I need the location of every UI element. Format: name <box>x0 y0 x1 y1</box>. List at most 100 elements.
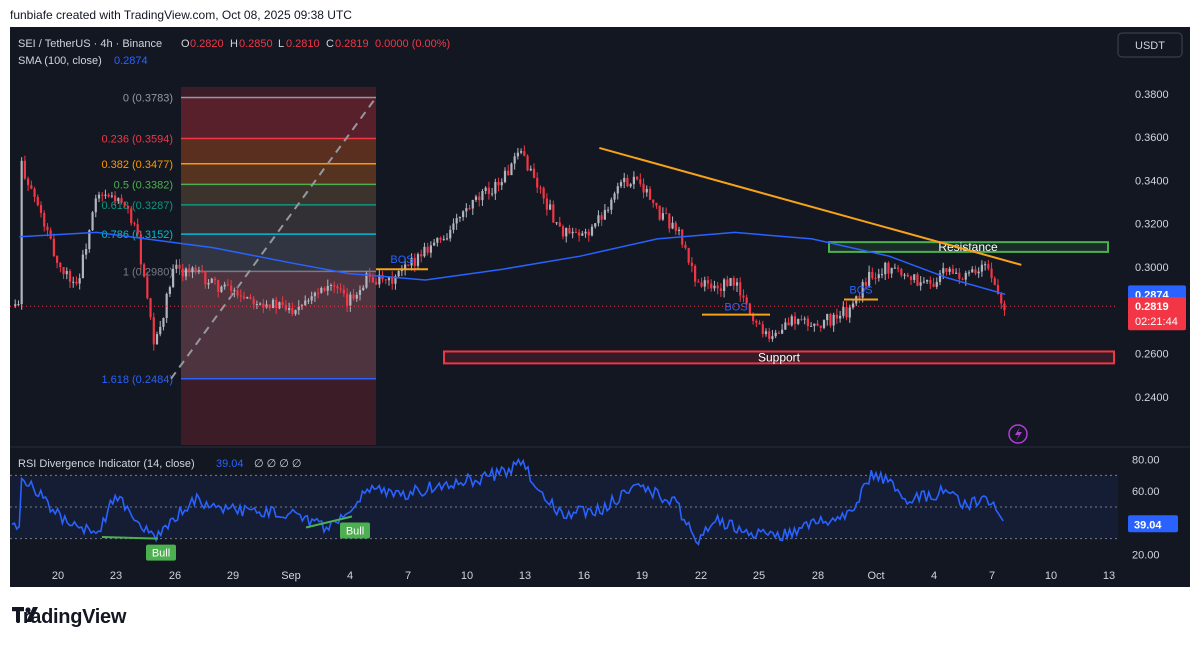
candle-body <box>674 222 677 231</box>
price-axis-tick-label: 0.2600 <box>1135 349 1169 361</box>
support-zone[interactable] <box>443 350 1115 365</box>
candle-body <box>996 284 1000 294</box>
candle-body <box>826 314 829 321</box>
fib-band <box>181 138 376 164</box>
candle-body <box>43 212 46 227</box>
candle-body <box>107 194 110 197</box>
candle-body <box>861 282 864 298</box>
candle-body <box>616 186 619 194</box>
candle-body <box>114 195 117 202</box>
candle-body <box>68 270 72 282</box>
price-axis-tick-label: 0.2400 <box>1135 392 1169 404</box>
candle-body <box>162 318 165 327</box>
candle-body <box>648 188 652 200</box>
ohlc-low-value: 0.2810 <box>286 38 320 50</box>
candle-body <box>568 228 571 234</box>
candle-body <box>677 229 681 231</box>
candle-body <box>726 279 729 286</box>
time-axis-tick-label: 10 <box>461 570 473 582</box>
price-chart[interactable]: SEI / TetherUS · 4h · Binance O 0.2820 H… <box>10 27 1190 587</box>
candle-body <box>565 228 568 237</box>
candle-body <box>474 196 478 200</box>
candle-body <box>72 281 75 283</box>
candle-body <box>603 210 606 220</box>
candle-body <box>797 318 800 324</box>
candle-body <box>259 303 262 305</box>
candle-body <box>397 271 400 277</box>
candle-body <box>236 290 239 296</box>
candle-body <box>416 254 420 266</box>
fib-level-label: 0.5 (0.3382) <box>114 179 173 191</box>
candle-body <box>404 264 407 270</box>
candle-body <box>829 314 832 326</box>
candle-body <box>400 269 403 272</box>
candle-body <box>639 179 642 184</box>
candle-body <box>655 202 658 206</box>
candle-body <box>223 284 226 287</box>
ohlc-open-value: 0.2820 <box>190 38 224 50</box>
candle-body <box>449 229 452 239</box>
fib-band <box>181 97 376 139</box>
candle-body <box>903 274 906 276</box>
candle-body <box>136 224 139 235</box>
candle-body <box>716 285 719 289</box>
candle-body <box>262 303 265 308</box>
ohlc-close-value: 0.2819 <box>335 38 369 50</box>
candle-body <box>874 278 877 280</box>
candle-body <box>922 281 925 283</box>
candle-body <box>378 274 381 285</box>
chart-frame[interactable]: SEI / TetherUS · 4h · Binance O 0.2820 H… <box>10 27 1190 587</box>
candle-body <box>46 226 49 231</box>
candle-body <box>110 195 113 197</box>
rsi-header-value: 39.04 <box>216 458 244 470</box>
resistance-zone[interactable] <box>828 241 1109 253</box>
fib-band <box>181 234 376 272</box>
candle-body <box>17 304 20 306</box>
tradingview-logo[interactable]: TradingView <box>12 606 126 629</box>
price-axis-tick-label: 0.3800 <box>1135 89 1169 101</box>
candle-body <box>652 199 655 203</box>
candle-body <box>938 273 942 282</box>
candle-body <box>742 295 745 298</box>
candle-body <box>339 288 342 290</box>
candle-body <box>555 222 558 224</box>
bull-label-box <box>340 522 370 539</box>
time-axis-tick-label: 4 <box>347 570 353 582</box>
currency-button[interactable]: USDT <box>1117 32 1183 58</box>
candle-body <box>600 215 603 220</box>
candle-body <box>226 284 229 286</box>
candle-body <box>732 277 735 286</box>
lightning-icon[interactable] <box>1008 424 1028 444</box>
candle-body <box>275 299 278 309</box>
candle-body <box>484 187 487 191</box>
candle-body <box>320 288 323 293</box>
candle-body <box>394 276 397 284</box>
candle-body <box>980 264 983 272</box>
candle-body <box>371 277 374 283</box>
candle-body <box>178 264 181 269</box>
candle-body <box>800 318 803 320</box>
descending-trendline[interactable] <box>599 147 1022 266</box>
candle-body <box>155 334 159 345</box>
candle-body <box>188 268 191 273</box>
candle-body <box>104 194 107 196</box>
candle-body <box>281 302 284 305</box>
symbol-label: SEI / TetherUS · 4h · Binance <box>18 38 162 50</box>
candle-body <box>684 244 687 248</box>
candle-body <box>594 223 597 227</box>
candle-body <box>790 316 793 326</box>
candle-body <box>329 285 333 287</box>
candle-body <box>255 303 258 305</box>
candle-body <box>584 231 587 234</box>
candle-body <box>130 208 133 224</box>
candle-body <box>78 278 81 284</box>
time-axis-tick-label: 29 <box>227 570 239 582</box>
ohlc-high-value: 0.2850 <box>239 38 273 50</box>
candle-body <box>323 288 326 291</box>
sma-label: SMA (100, close) <box>18 55 102 67</box>
candle-body <box>220 286 223 292</box>
candle-body <box>665 213 668 215</box>
candle-body <box>864 282 867 286</box>
candle-body <box>471 199 474 209</box>
candle-body <box>545 198 548 210</box>
